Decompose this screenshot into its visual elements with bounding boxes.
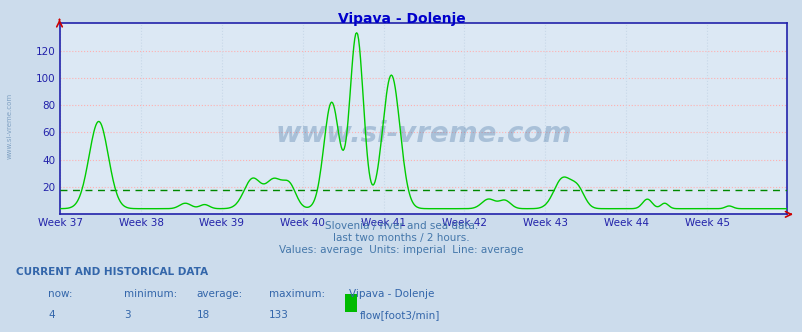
Text: www.si-vreme.com: www.si-vreme.com: [275, 120, 571, 148]
Text: Slovenia / river and sea data.: Slovenia / river and sea data.: [325, 221, 477, 231]
Text: now:: now:: [48, 289, 73, 299]
Text: average:: average:: [196, 289, 243, 299]
Text: 133: 133: [269, 310, 289, 320]
Text: Values: average  Units: imperial  Line: average: Values: average Units: imperial Line: av…: [279, 245, 523, 255]
Text: Vipava - Dolenje: Vipava - Dolenje: [349, 289, 434, 299]
Text: www.si-vreme.com: www.si-vreme.com: [6, 93, 13, 159]
Text: maximum:: maximum:: [269, 289, 325, 299]
Text: 4: 4: [48, 310, 55, 320]
Text: last two months / 2 hours.: last two months / 2 hours.: [333, 233, 469, 243]
Text: flow[foot3/min]: flow[foot3/min]: [359, 310, 439, 320]
Text: Vipava - Dolenje: Vipava - Dolenje: [337, 12, 465, 26]
Text: CURRENT AND HISTORICAL DATA: CURRENT AND HISTORICAL DATA: [16, 267, 208, 277]
Text: 3: 3: [124, 310, 131, 320]
Text: minimum:: minimum:: [124, 289, 177, 299]
Text: 18: 18: [196, 310, 210, 320]
